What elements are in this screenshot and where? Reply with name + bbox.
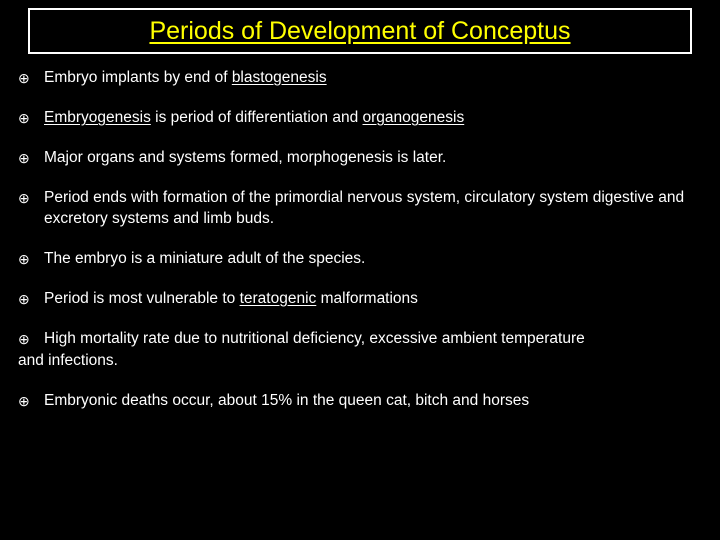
title-container: Periods of Development of Conceptus bbox=[28, 8, 692, 54]
bullet-item: ⊕Embryogenesis is period of differentiat… bbox=[18, 108, 702, 128]
bullet-list: ⊕Embryo implants by end of blastogenesis… bbox=[18, 68, 702, 411]
bullet-text: Period ends with formation of the primor… bbox=[44, 188, 702, 228]
bullet-item: ⊕High mortality rate due to nutritional … bbox=[18, 329, 702, 349]
bullet-item: ⊕Embryo implants by end of blastogenesis bbox=[18, 68, 702, 88]
bullet-continuation: and infections. bbox=[18, 351, 702, 371]
bullet-text: The embryo is a miniature adult of the s… bbox=[44, 249, 702, 269]
bullet-marker-icon: ⊕ bbox=[18, 249, 44, 269]
bullet-text: High mortality rate due to nutritional d… bbox=[44, 329, 702, 349]
bullet-marker-icon: ⊕ bbox=[18, 188, 44, 228]
bullet-text: Embryogenesis is period of differentiati… bbox=[44, 108, 702, 128]
slide-title: Periods of Development of Conceptus bbox=[149, 17, 570, 46]
bullet-text: Major organs and systems formed, morphog… bbox=[44, 148, 702, 168]
bullet-item: ⊕The embryo is a miniature adult of the … bbox=[18, 249, 702, 269]
bullet-marker-icon: ⊕ bbox=[18, 68, 44, 88]
bullet-item: ⊕Major organs and systems formed, morpho… bbox=[18, 148, 702, 168]
bullet-item: ⊕Period ends with formation of the primo… bbox=[18, 188, 702, 228]
bullet-marker-icon: ⊕ bbox=[18, 148, 44, 168]
bullet-text: Embryonic deaths occur, about 15% in the… bbox=[44, 391, 702, 411]
bullet-item: ⊕Period is most vulnerable to teratogeni… bbox=[18, 289, 702, 309]
bullet-marker-icon: ⊕ bbox=[18, 329, 44, 349]
slide: { "title": "Periods of Development of Co… bbox=[0, 0, 720, 540]
bullet-item: ⊕Embryonic deaths occur, about 15% in th… bbox=[18, 391, 702, 411]
bullet-marker-icon: ⊕ bbox=[18, 108, 44, 128]
bullet-marker-icon: ⊕ bbox=[18, 391, 44, 411]
bullet-marker-icon: ⊕ bbox=[18, 289, 44, 309]
bullet-text: Embryo implants by end of blastogenesis bbox=[44, 68, 702, 88]
bullet-text: Period is most vulnerable to teratogenic… bbox=[44, 289, 702, 309]
